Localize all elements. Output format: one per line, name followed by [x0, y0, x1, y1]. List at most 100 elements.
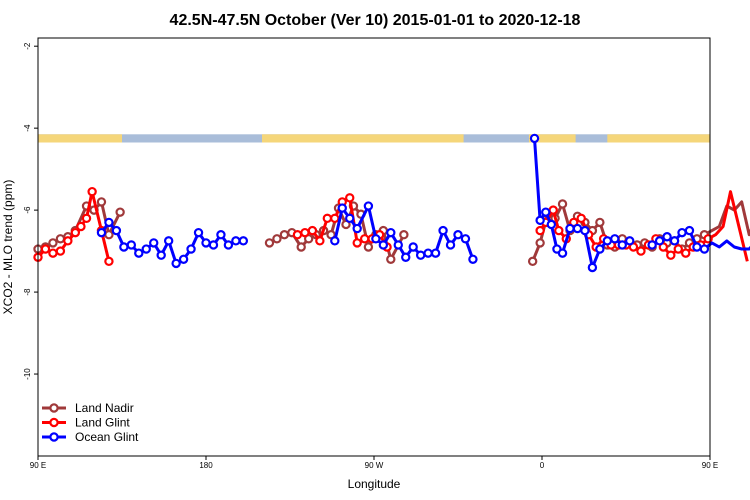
data-point [587, 262, 598, 273]
y-tick-label: -6 [23, 206, 32, 214]
land-band-1 [262, 134, 464, 143]
data-point [292, 230, 303, 240]
legend-item-land-glint: Land Glint [42, 416, 130, 430]
data-point [272, 234, 282, 244]
data-point [684, 225, 695, 236]
data-point [529, 133, 540, 144]
data-point [647, 240, 657, 250]
data-point [63, 236, 73, 246]
data-point [557, 248, 568, 258]
data-point [363, 201, 374, 211]
y-axis-label: XCO2 - MLO trend (ppm) [1, 180, 15, 315]
y-tick-label: -10 [23, 368, 32, 380]
data-point [55, 234, 66, 244]
legend-item-ocean-glint: Ocean Glint [42, 430, 139, 444]
data-point [104, 230, 114, 240]
data-point [119, 242, 129, 252]
data-point [386, 254, 396, 264]
x-axis: 90 E 180 90 W 0 90 E [30, 456, 718, 470]
data-point [279, 230, 290, 240]
series-layer [33, 133, 750, 273]
x-tick-label: 90 W [365, 461, 384, 470]
data-point [40, 244, 51, 254]
data-point [572, 223, 583, 234]
chart-title: 42.5N-47.5N October (Ver 10) 2015-01-01 … [170, 12, 581, 29]
data-point [393, 240, 403, 250]
data-point [580, 225, 590, 236]
data-point [171, 258, 181, 269]
data-point [76, 221, 86, 232]
data-point [359, 234, 370, 244]
data-point [363, 242, 374, 252]
data-point [548, 205, 558, 215]
data-point [264, 238, 275, 248]
data-point [460, 234, 471, 244]
data-point [541, 207, 551, 217]
x-tick-label: 90 E [30, 461, 46, 470]
data-point [178, 254, 189, 264]
data-point [445, 240, 456, 250]
data-point [692, 242, 702, 252]
data-point [554, 225, 564, 236]
data-point [156, 250, 166, 260]
data-point [535, 215, 545, 226]
data-point [617, 240, 627, 250]
data-point [565, 223, 575, 234]
data-point [535, 238, 545, 248]
data-point [408, 242, 418, 252]
y-tick-label: -2 [23, 42, 32, 50]
data-point [216, 230, 226, 240]
data-point [453, 230, 463, 240]
data-point [330, 236, 340, 246]
data-point [48, 248, 58, 258]
legend-swatch-marker [49, 417, 59, 428]
data-point [163, 236, 174, 246]
data-point [115, 207, 125, 217]
data-point [238, 236, 249, 246]
data-point [662, 232, 672, 242]
data-point [636, 246, 646, 256]
legend-label: Land Glint [75, 416, 130, 430]
data-point [141, 244, 151, 254]
data-point [378, 240, 389, 250]
data-point [438, 225, 448, 236]
data-point [81, 213, 92, 224]
data-point [535, 225, 545, 236]
data-point [55, 246, 66, 256]
data-point [681, 248, 691, 258]
data-point [111, 225, 122, 236]
data-point [602, 236, 613, 246]
data-point [677, 227, 687, 238]
data-point [186, 244, 196, 254]
data-point [96, 227, 107, 238]
data-point [527, 256, 538, 267]
series-ocean-glint [96, 133, 750, 273]
data-point [87, 186, 97, 197]
data-point [104, 256, 114, 267]
data-point [134, 248, 144, 258]
data-point [70, 227, 81, 238]
y-tick-label: -4 [23, 124, 32, 132]
data-point [468, 254, 478, 264]
legend-swatch-marker [49, 403, 59, 413]
data-point [307, 225, 318, 236]
data-point [231, 236, 241, 246]
x-tick-label: 0 [540, 461, 545, 470]
data-point [352, 223, 362, 234]
data-point [345, 213, 355, 224]
data-point [201, 238, 211, 248]
data-point [399, 230, 409, 240]
data-point [625, 236, 635, 246]
data-point [666, 250, 676, 260]
data-point [330, 213, 340, 224]
legend-label: Ocean Glint [75, 430, 139, 444]
data-point [699, 244, 710, 254]
data-point [48, 238, 58, 248]
data-point [703, 234, 713, 244]
land-ocean-mask [38, 134, 710, 143]
data-point [352, 238, 362, 248]
data-point [595, 244, 605, 254]
x-tick-label: 180 [199, 461, 213, 470]
